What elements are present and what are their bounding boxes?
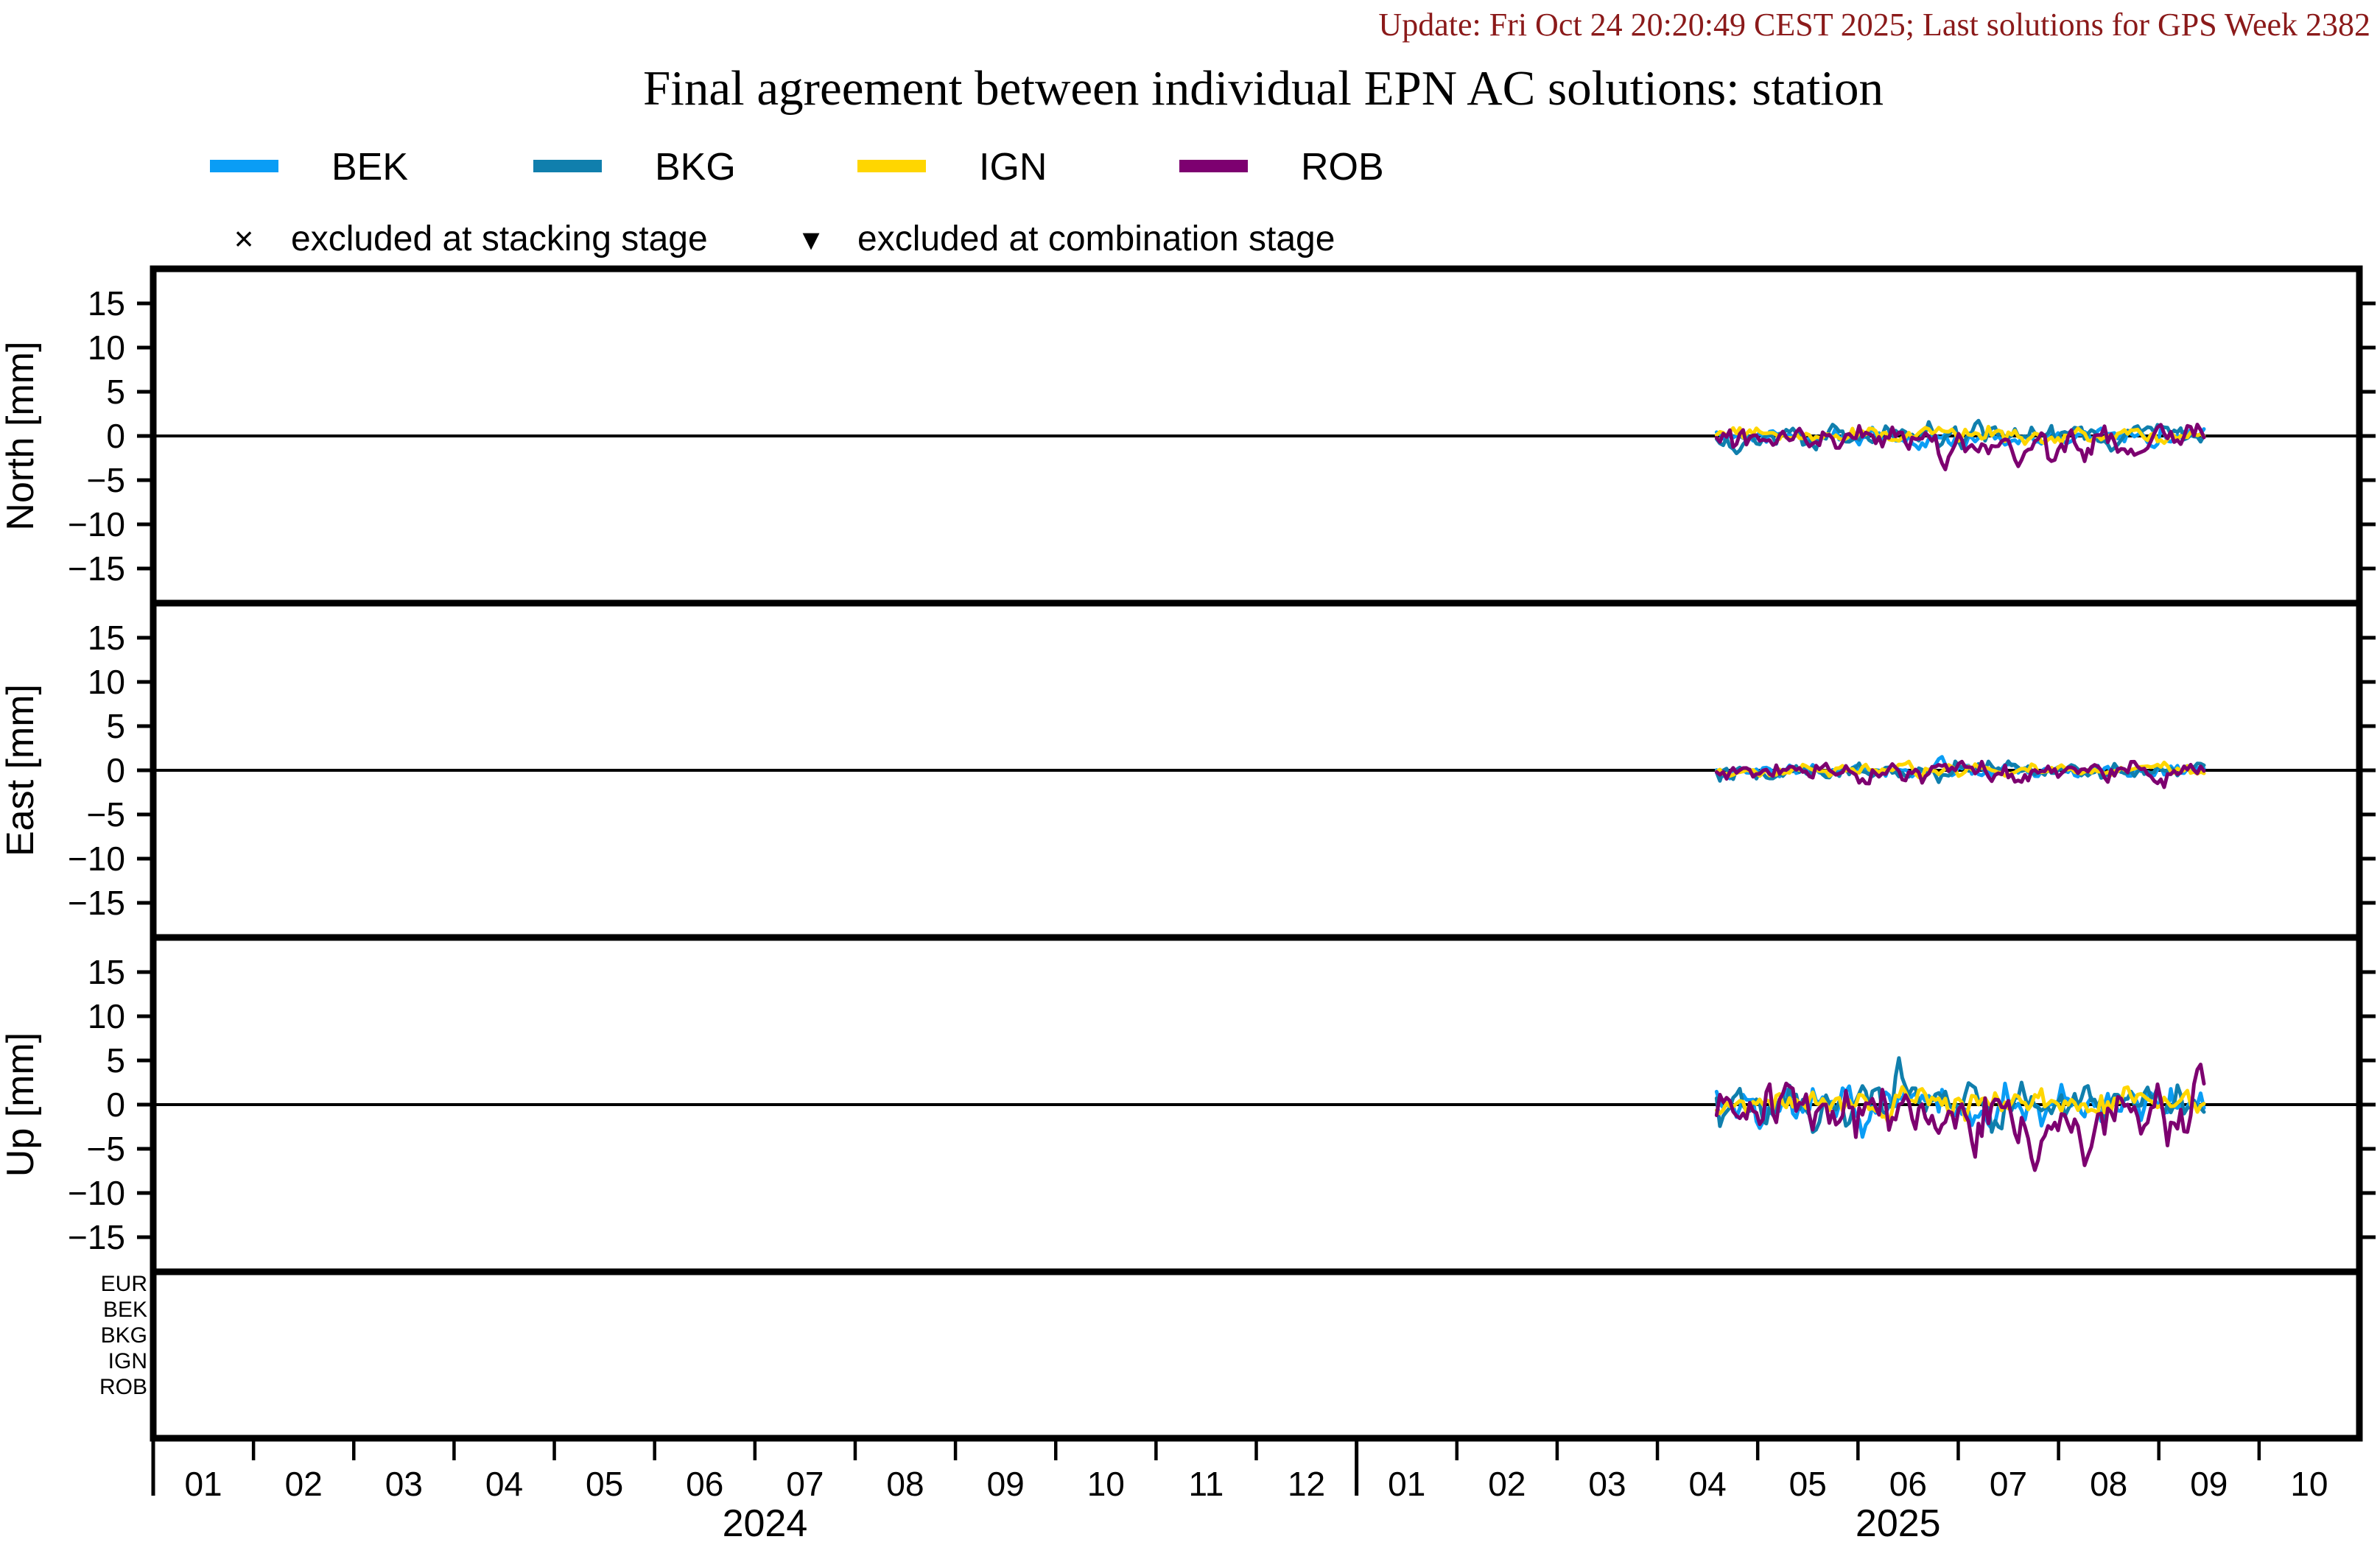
y-tick-label-east: −10 bbox=[68, 840, 125, 878]
y-tick-label-north: 0 bbox=[106, 417, 125, 455]
x-axis-year-label: 2024 bbox=[723, 1502, 808, 1545]
x-tick-label-month: 05 bbox=[1789, 1465, 1827, 1503]
availability-row-label-rob: ROB bbox=[99, 1375, 147, 1399]
page-title: Final agreement between individual EPN A… bbox=[643, 61, 1884, 116]
legend-label-ign: IGN bbox=[979, 146, 1047, 189]
y-tick-label-east: 0 bbox=[106, 751, 125, 789]
x-tick-label-month: 12 bbox=[1288, 1465, 1325, 1503]
exclusion-label-2: excluded at combination stage bbox=[857, 219, 1335, 258]
x-tick-label-month: 09 bbox=[2190, 1465, 2228, 1503]
series-north-rob bbox=[1714, 423, 2206, 471]
legend-label-bek: BEK bbox=[331, 146, 408, 189]
x-tick-label-month: 02 bbox=[1488, 1465, 1526, 1503]
x-tick-label-month: 03 bbox=[1588, 1465, 1626, 1503]
series-up-ign bbox=[1714, 1085, 2206, 1127]
x-tick-label-month: 09 bbox=[987, 1465, 1025, 1503]
y-tick-label-north: −15 bbox=[68, 549, 125, 588]
availability-row-label-eur: EUR bbox=[101, 1272, 147, 1296]
y-axis-title-north: North [mm] bbox=[0, 341, 42, 530]
series-east-rob bbox=[1714, 759, 2206, 789]
x-tick-label-month: 01 bbox=[184, 1465, 222, 1503]
y-tick-label-north: −5 bbox=[87, 461, 125, 499]
availability-row-label-bkg: BKG bbox=[101, 1323, 147, 1348]
plot-frame bbox=[150, 265, 2363, 1442]
y-tick-label-east: 15 bbox=[88, 619, 125, 657]
x-tick-label-month: 10 bbox=[2290, 1465, 2328, 1503]
legend-swatch-bkg bbox=[533, 160, 602, 172]
series-up-rob bbox=[1714, 1063, 2206, 1172]
legend-label-bkg: BKG bbox=[655, 146, 736, 189]
x-tick-label-month: 10 bbox=[1087, 1465, 1125, 1503]
x-tick-label-month: 05 bbox=[586, 1465, 623, 1503]
y-tick-label-up: 0 bbox=[106, 1085, 125, 1124]
availability-row-label-bek: BEK bbox=[103, 1298, 147, 1322]
y-tick-label-up: −5 bbox=[87, 1130, 125, 1168]
x-axis-year-label: 2025 bbox=[1856, 1502, 1941, 1545]
y-tick-label-up: 5 bbox=[106, 1041, 125, 1080]
x-tick-label-month: 08 bbox=[886, 1465, 924, 1503]
legend: BEK BKG IGN ROB × excluded at stacking stage ▾… bbox=[210, 146, 1384, 258]
exclusion-marker-icon-1: × bbox=[234, 219, 254, 258]
availability-row-label-ign: IGN bbox=[108, 1349, 147, 1373]
y-tick-label-up: 10 bbox=[88, 997, 125, 1035]
x-tick-label-month: 08 bbox=[2090, 1465, 2127, 1503]
update-timestamp: Update: Fri Oct 24 20:20:49 CEST 2025; L… bbox=[1378, 7, 2370, 43]
exclusion-marker-icon-2: ▾ bbox=[802, 219, 819, 258]
x-tick-label-month: 06 bbox=[686, 1465, 723, 1503]
x-tick-label-month: 07 bbox=[1990, 1465, 2027, 1503]
legend-label-rob: ROB bbox=[1301, 146, 1384, 189]
legend-swatch-rob bbox=[1179, 160, 1248, 172]
y-tick-label-east: 10 bbox=[88, 663, 125, 701]
y-tick-label-up: −10 bbox=[68, 1174, 125, 1212]
x-tick-label-month: 03 bbox=[385, 1465, 423, 1503]
x-tick-label-month: 06 bbox=[1889, 1465, 1927, 1503]
x-tick-label-month: 11 bbox=[1189, 1465, 1224, 1503]
plot-area: 15 10 5 0 −5 −10 −15 North [mm] 15 10 5 0 −5 −10 −15 Ea… bbox=[0, 265, 2376, 1545]
y-axis-title-east: East [mm] bbox=[0, 684, 42, 856]
x-tick-label-month: 04 bbox=[485, 1465, 523, 1503]
x-tick-label-month: 02 bbox=[285, 1465, 323, 1503]
y-tick-label-north: 5 bbox=[106, 373, 125, 411]
y-axis-title-up: Up [mm] bbox=[0, 1032, 42, 1177]
y-tick-label-east: 5 bbox=[106, 707, 125, 745]
y-tick-label-east: −5 bbox=[87, 795, 125, 834]
exclusion-label-1: excluded at stacking stage bbox=[291, 219, 708, 258]
x-tick-label-month: 07 bbox=[786, 1465, 824, 1503]
y-tick-label-up: 15 bbox=[88, 953, 125, 991]
y-tick-label-north: −10 bbox=[68, 505, 125, 543]
y-tick-label-north: 10 bbox=[88, 328, 125, 367]
x-tick-label-month: 04 bbox=[1689, 1465, 1727, 1503]
y-tick-label-up: −15 bbox=[68, 1218, 125, 1256]
x-tick-label-month: 01 bbox=[1388, 1465, 1425, 1503]
legend-swatch-bek bbox=[210, 160, 278, 172]
y-tick-label-east: −15 bbox=[68, 884, 125, 922]
y-tick-label-north: 15 bbox=[88, 284, 125, 323]
legend-swatch-ign bbox=[857, 160, 926, 172]
